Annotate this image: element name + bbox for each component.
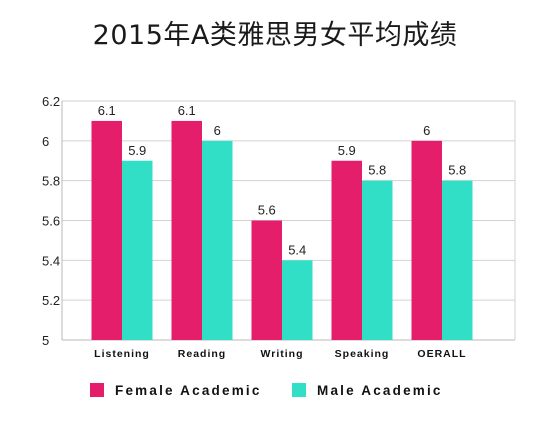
data-label-male-academic-reading: 6: [214, 123, 221, 138]
y-tick-label: 6.2: [42, 94, 60, 109]
bar-male-academic-speaking: [362, 180, 393, 340]
bar-female-academic-speaking: [331, 160, 362, 340]
bar-male-academic-oerall: [442, 180, 473, 340]
bar-female-academic-oerall: [411, 140, 442, 340]
x-tick-label: Reading: [178, 348, 226, 360]
bar-male-academic-listening: [122, 160, 153, 340]
data-label-female-academic-oerall: 6: [423, 123, 430, 138]
data-label-male-academic-writing: 5.4: [288, 242, 306, 257]
data-label-female-academic-listening: 6.1: [98, 103, 116, 118]
y-tick-label: 5.6: [42, 214, 60, 229]
y-tick-label: 5.4: [42, 253, 60, 268]
y-tick-label: 5.8: [42, 174, 60, 189]
x-tick-label: Listening: [94, 348, 150, 360]
bar-male-academic-reading: [202, 140, 233, 340]
x-tick-label: Writing: [261, 348, 304, 360]
legend-item-female: Female Academic: [90, 381, 262, 399]
y-tick-label: 5: [42, 333, 49, 348]
bar-female-academic-reading: [171, 120, 202, 341]
data-label-female-academic-writing: 5.6: [258, 203, 276, 218]
data-label-female-academic-speaking: 5.9: [338, 143, 356, 158]
data-label-male-academic-listening: 5.9: [128, 143, 146, 158]
bar-female-academic-writing: [251, 220, 282, 340]
x-tick-label: OERALL: [417, 348, 466, 360]
legend-swatch-male: [292, 383, 306, 397]
legend: Female Academic Male Academic: [0, 381, 550, 401]
data-label-male-academic-speaking: 5.8: [368, 163, 386, 178]
y-tick-label: 5.2: [42, 293, 60, 308]
legend-swatch-female: [90, 383, 104, 397]
x-tick-label: Speaking: [335, 348, 390, 360]
bar-male-academic-writing: [282, 260, 313, 340]
chart-title: 2015年A类雅思男女平均成绩: [92, 20, 458, 51]
data-label-female-academic-reading: 6.1: [178, 103, 196, 118]
bar-female-academic-listening: [91, 120, 122, 341]
legend-label-male: Male Academic: [317, 382, 443, 398]
legend-item-male: Male Academic: [292, 381, 443, 399]
y-tick-label: 6: [42, 134, 49, 149]
data-label-male-academic-oerall: 5.8: [448, 163, 466, 178]
legend-label-female: Female Academic: [115, 382, 262, 398]
